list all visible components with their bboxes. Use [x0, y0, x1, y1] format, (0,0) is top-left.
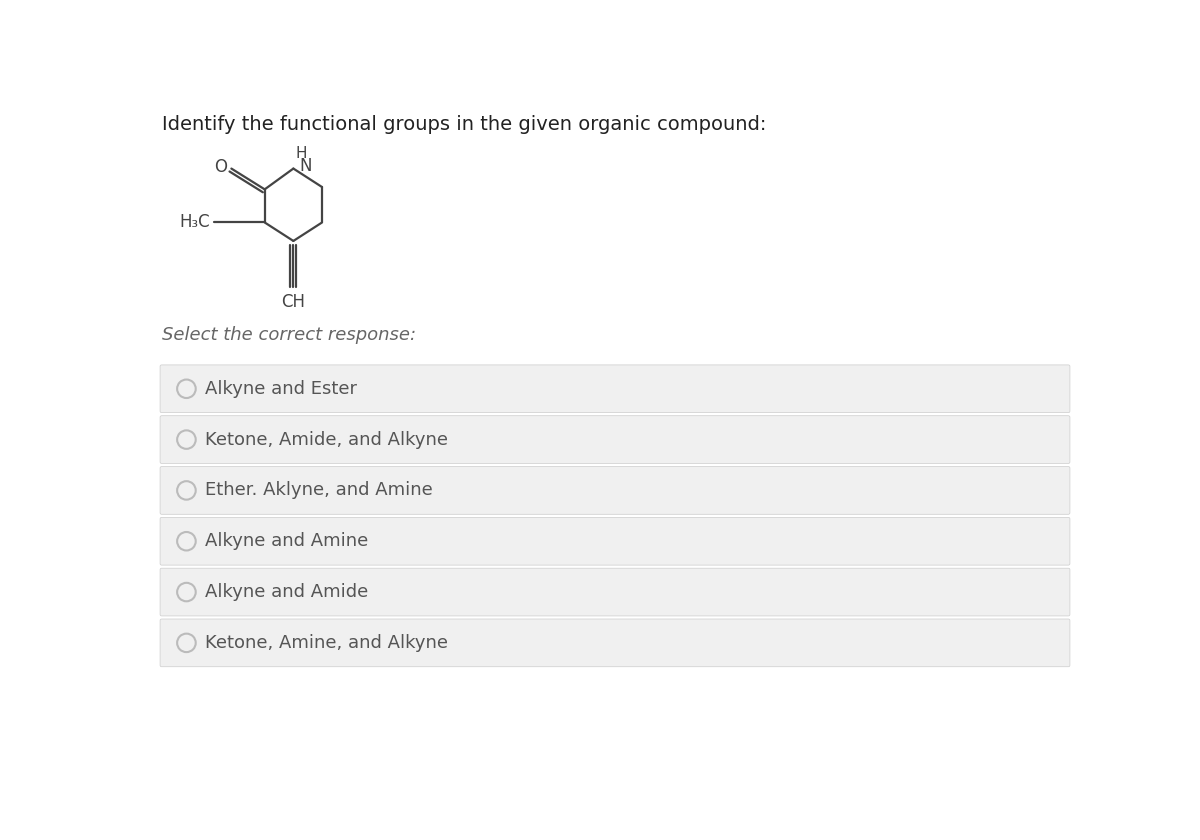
Text: Ketone, Amine, and Alkyne: Ketone, Amine, and Alkyne — [205, 634, 448, 652]
Text: O: O — [214, 158, 227, 176]
FancyBboxPatch shape — [160, 466, 1070, 514]
Text: Alkyne and Amide: Alkyne and Amide — [205, 583, 368, 601]
Text: H: H — [295, 145, 307, 160]
Text: Select the correct response:: Select the correct response: — [162, 326, 415, 344]
Text: Alkyne and Amine: Alkyne and Amine — [205, 533, 368, 550]
Text: H₃C: H₃C — [179, 213, 210, 232]
FancyBboxPatch shape — [160, 568, 1070, 616]
Text: N: N — [300, 157, 312, 176]
Text: Ether. Aklyne, and Amine: Ether. Aklyne, and Amine — [205, 481, 433, 500]
Text: CH: CH — [281, 293, 305, 312]
Text: Alkyne and Ester: Alkyne and Ester — [205, 380, 358, 398]
Text: Ketone, Amide, and Alkyne: Ketone, Amide, and Alkyne — [205, 431, 448, 449]
FancyBboxPatch shape — [160, 619, 1070, 667]
FancyBboxPatch shape — [160, 365, 1070, 412]
FancyBboxPatch shape — [160, 517, 1070, 565]
FancyBboxPatch shape — [160, 416, 1070, 464]
Text: Identify the functional groups in the given organic compound:: Identify the functional groups in the gi… — [162, 114, 766, 134]
